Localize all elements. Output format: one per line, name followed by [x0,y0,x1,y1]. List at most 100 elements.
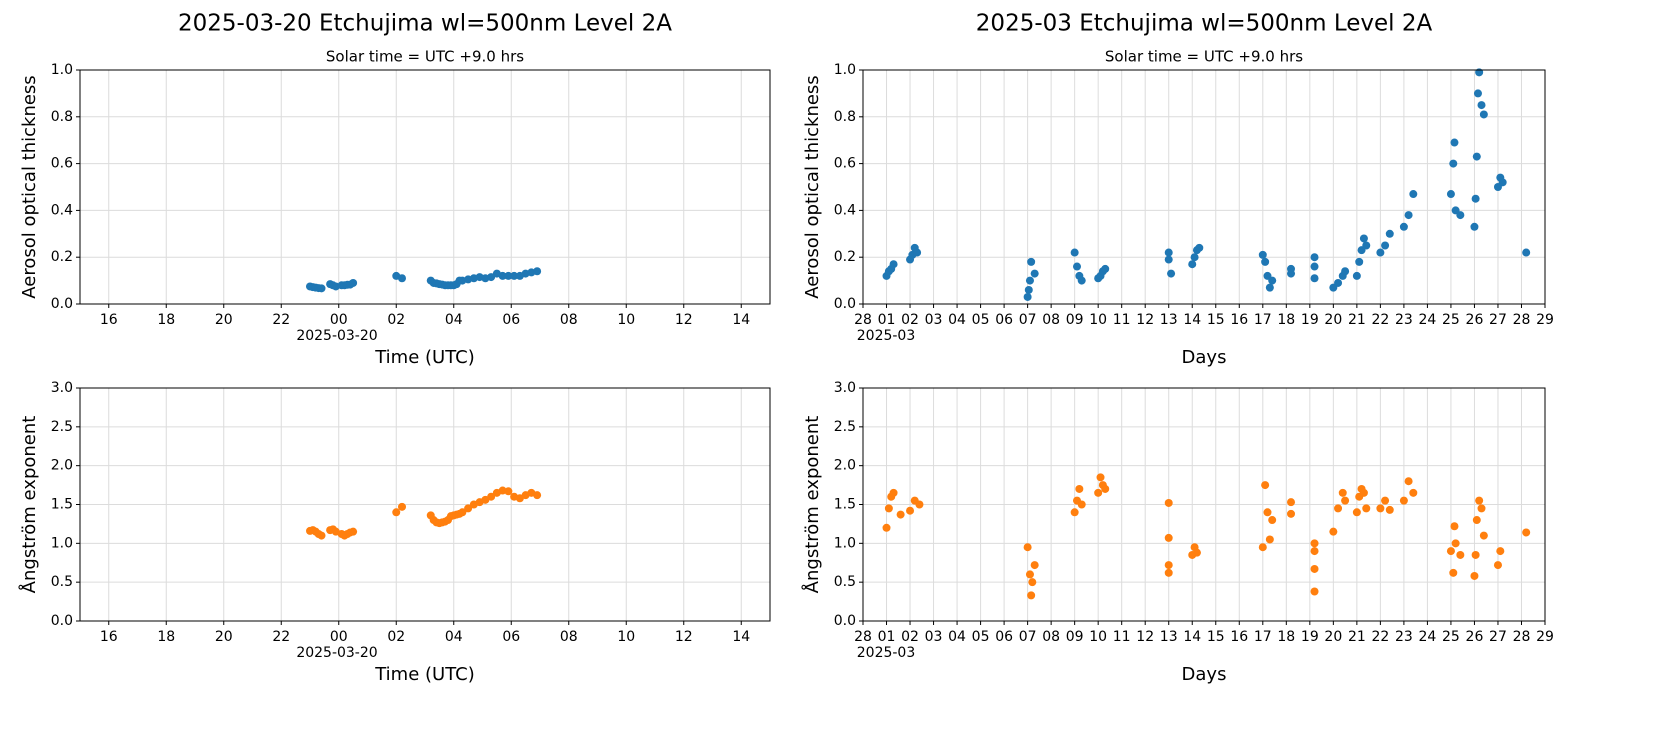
data-point [1334,504,1343,513]
x-tick-label: 18 [157,629,175,645]
data-point [504,271,513,280]
x-offset-label: 2025-03-20 [296,328,377,344]
data-point [1456,211,1465,220]
data-point [1195,243,1204,252]
x-tick-label: 17 [1254,312,1272,328]
data-point [1188,260,1197,269]
x-tick-label: 12 [675,312,693,328]
data-point [1268,516,1277,525]
data-point [1164,533,1173,542]
x-tick-label: 14 [732,629,750,645]
chart-subtitle: Solar time = UTC +9.0 hrs [1105,48,1303,66]
x-tick-label: 10 [1089,629,1107,645]
data-point [1477,504,1486,513]
x-tick-label: 08 [560,312,578,328]
y-tick-label: 0.5 [51,574,73,590]
x-tick-label: 20 [215,629,233,645]
x-tick-label: 00 [330,629,348,645]
x-tick-label: 15 [1207,312,1225,328]
data-point [1329,527,1338,536]
chart-title: 2025-03 Etchujima wl=500nm Level 2A [976,11,1433,37]
data-point [1263,508,1272,517]
data-point [1164,248,1173,257]
axes-frame [862,387,1546,622]
y-axis-label: Ångström exponent [801,416,823,594]
data-point [1359,234,1368,243]
x-tick-label: 28 [1513,629,1531,645]
x-tick-label: 28 [854,629,872,645]
data-point [1446,190,1455,199]
data-point [1268,276,1277,285]
data-point [464,504,473,513]
x-tick-label: 14 [1183,629,1201,645]
x-tick-label: 09 [1066,312,1084,328]
data-point [398,502,406,511]
x-axis-label: Time (UTC) [374,347,475,368]
data-point [349,527,358,536]
y-tick-label: 0.8 [51,109,73,125]
y-tick-label: 1.5 [51,497,73,513]
y-tick-label: 3.0 [834,380,856,396]
x-tick-label: 00 [330,312,348,328]
data-point [913,248,922,257]
x-tick-label: 04 [948,629,966,645]
y-tick-label: 1.0 [51,62,73,78]
x-tick-label: 02 [387,312,405,328]
subplot: 0.0 0.5 1.0 1.5 2.0 2.5 3.0 16 18 20 22 00 02 04 06 08 1… [18,380,771,685]
x-tick-label: 20 [1324,312,1342,328]
data-point [1409,190,1418,199]
data-point [1310,547,1319,556]
data-point [1338,488,1347,497]
x-tick-label: 15 [1207,629,1225,645]
x-tick-label: 24 [1418,629,1436,645]
data-point [1190,253,1199,262]
data-point [1077,276,1086,285]
data-point [1030,269,1039,278]
x-tick-label: 08 [1042,312,1060,328]
data-point [1070,508,1079,517]
x-tick-label: 06 [995,629,1013,645]
data-point [1449,159,1458,168]
data-point [1164,561,1173,570]
x-offset-label: 2025-03-20 [296,645,377,661]
data-point [1287,269,1296,278]
data-point [1024,285,1033,294]
x-tick-label: 03 [925,629,943,645]
data-point [498,271,507,280]
data-point [504,487,513,496]
x-tick-label: 16 [100,312,118,328]
data-point [1028,578,1037,587]
x-tick-label: 12 [675,629,693,645]
data-point [1310,274,1319,283]
data-point [1470,571,1479,580]
data-point [1451,539,1460,548]
data-point [906,506,915,515]
data-point [889,488,898,497]
x-tick-label: 23 [1395,629,1413,645]
data-point [1265,283,1274,292]
data-point [1310,262,1319,271]
data-point [1192,548,1201,557]
y-tick-label: 0.6 [834,156,856,172]
data-point [1498,178,1507,187]
data-point [1310,539,1319,548]
x-tick-label: 29 [1536,629,1554,645]
x-tick-label: 09 [1066,629,1084,645]
x-tick-label: 10 [617,629,635,645]
y-tick-label: 0.4 [834,202,856,218]
data-point [1362,504,1371,513]
data-point [1027,591,1036,600]
x-tick-label: 18 [1277,312,1295,328]
data-point [1077,500,1086,509]
data-point [1164,498,1173,507]
data-point [1287,509,1296,518]
x-offset-label: 2025-03 [857,645,916,661]
x-tick-label: 19 [1301,629,1319,645]
data-point [1496,547,1505,556]
y-axis-label: Aerosol optical thickness [802,75,823,298]
subplot: 0.0 0.5 1.0 1.5 2.0 2.5 3.0 28 01 02 03 04 05 06 07 08 0… [801,380,1554,685]
x-tick-label: 06 [502,629,520,645]
data-point [1376,248,1385,257]
data-point [487,492,496,501]
data-point [1352,508,1361,517]
